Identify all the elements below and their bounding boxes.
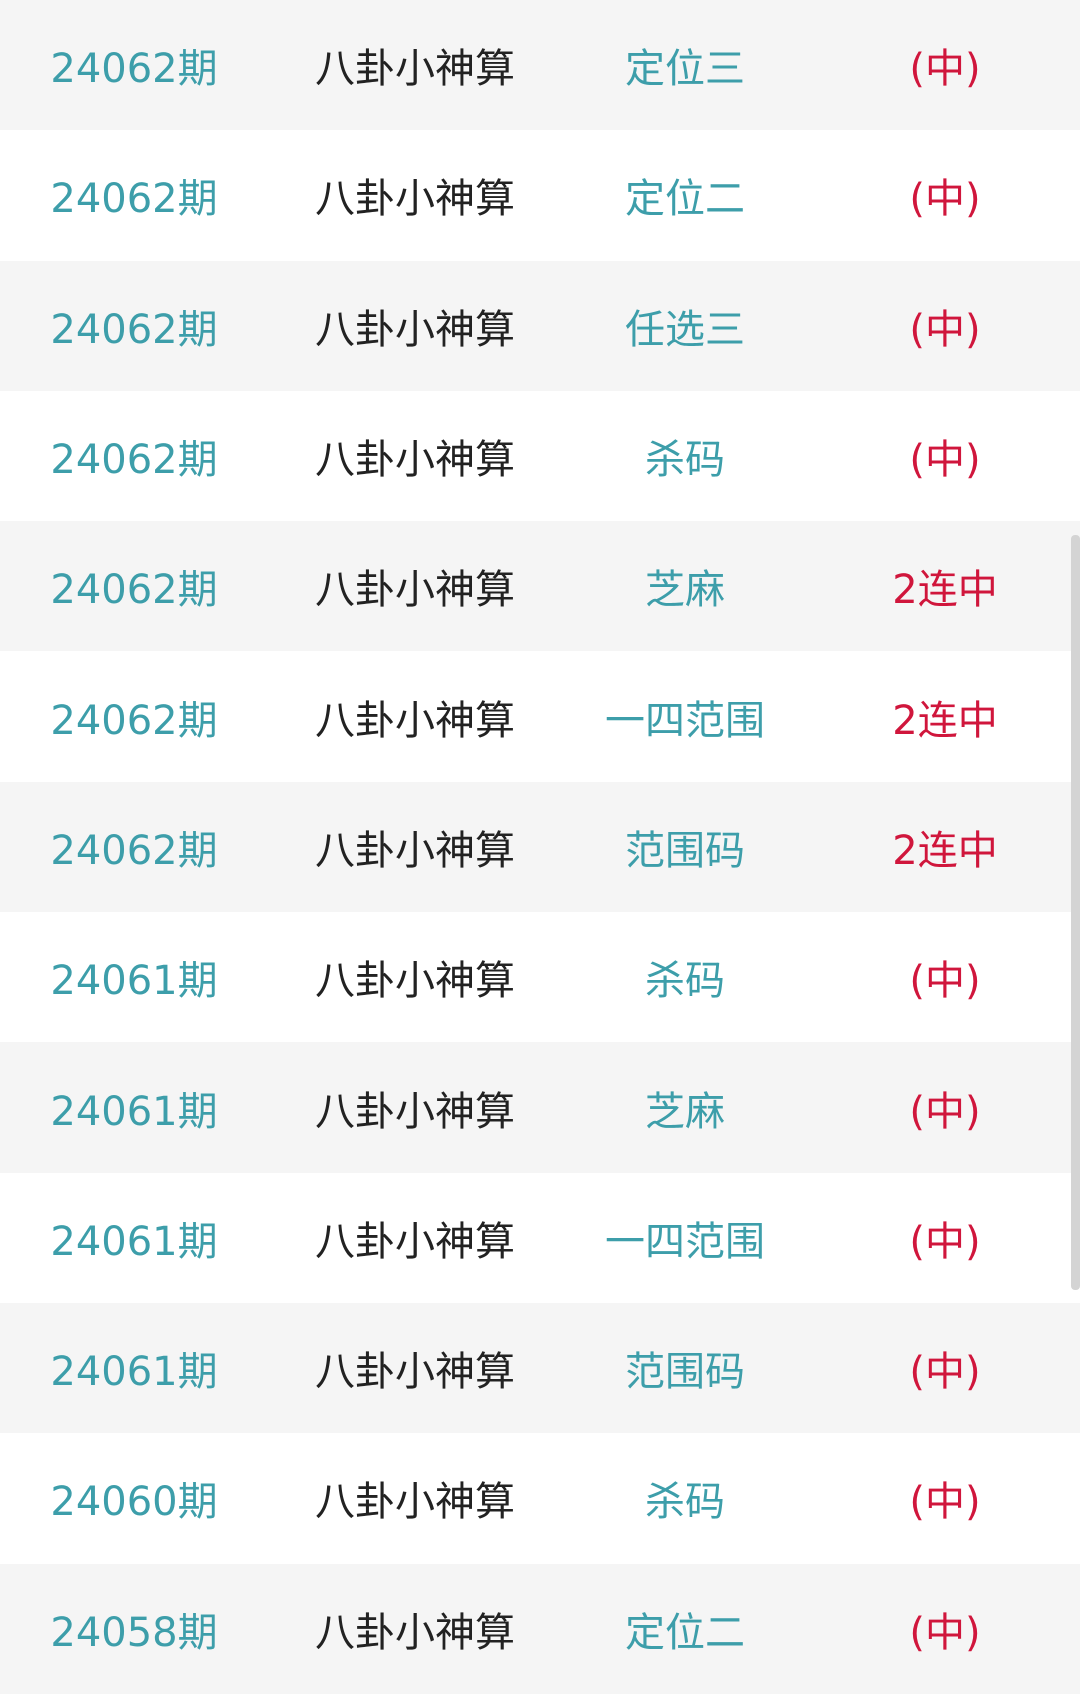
result-badge: (中)	[909, 1349, 981, 1396]
table-row[interactable]: 24058期 八卦小神算 定位二 (中)	[0, 1563, 1080, 1694]
table-row[interactable]: 24062期 八卦小神算 一四范围 2连中	[0, 651, 1080, 782]
issue-number: 24061期	[50, 1088, 218, 1135]
table-row[interactable]: 24061期 八卦小神算 范围码 (中)	[0, 1302, 1080, 1434]
table-row[interactable]: 24062期 八卦小神算 定位二 (中)	[0, 130, 1080, 261]
predictor-name: 八卦小神算	[315, 1218, 515, 1265]
result-badge: (中)	[909, 46, 981, 93]
table-row[interactable]: 24061期 八卦小神算 杀码 (中)	[0, 912, 1080, 1043]
result-badge: 2连中	[892, 567, 998, 614]
prediction-type: 芝麻	[645, 1088, 725, 1135]
prediction-type: 杀码	[645, 1479, 725, 1526]
issue-number: 24061期	[50, 1218, 218, 1265]
issue-number: 24062期	[50, 306, 218, 353]
result-badge: (中)	[909, 437, 981, 484]
table-row[interactable]: 24062期 八卦小神算 范围码 2连中	[0, 781, 1080, 913]
predictor-name: 八卦小神算	[315, 958, 515, 1005]
issue-number: 24061期	[50, 958, 218, 1005]
prediction-type: 一四范围	[605, 697, 765, 744]
prediction-type: 杀码	[645, 958, 725, 1005]
prediction-type: 定位三	[625, 46, 745, 93]
issue-number: 24062期	[50, 46, 218, 93]
predictor-name: 八卦小神算	[315, 176, 515, 223]
issue-number: 24062期	[50, 827, 218, 874]
issue-number: 24062期	[50, 567, 218, 614]
prediction-type: 范围码	[625, 1349, 745, 1396]
prediction-type: 芝麻	[645, 567, 725, 614]
prediction-type: 范围码	[625, 827, 745, 874]
result-badge: 2连中	[892, 697, 998, 744]
prediction-type: 任选三	[625, 306, 745, 353]
predictor-name: 八卦小神算	[315, 1609, 515, 1656]
result-badge: (中)	[909, 1218, 981, 1265]
predictor-name: 八卦小神算	[315, 437, 515, 484]
table-row[interactable]: 24062期 八卦小神算 芝麻 2连中	[0, 521, 1080, 652]
scrollbar[interactable]	[1071, 535, 1080, 1290]
predictor-name: 八卦小神算	[315, 46, 515, 93]
prediction-type: 一四范围	[605, 1218, 765, 1265]
result-badge: (中)	[909, 306, 981, 353]
issue-number: 24062期	[50, 437, 218, 484]
result-badge: 2连中	[892, 827, 998, 874]
result-badge: (中)	[909, 176, 981, 223]
issue-number: 24062期	[50, 697, 218, 744]
prediction-type: 定位二	[625, 176, 745, 223]
predictor-name: 八卦小神算	[315, 697, 515, 744]
predictor-name: 八卦小神算	[315, 827, 515, 874]
table-row[interactable]: 24061期 八卦小神算 一四范围 (中)	[0, 1172, 1080, 1303]
table-row[interactable]: 24062期 八卦小神算 杀码 (中)	[0, 390, 1080, 522]
prediction-type: 定位二	[625, 1609, 745, 1656]
predictor-name: 八卦小神算	[315, 1349, 515, 1396]
issue-number: 24061期	[50, 1349, 218, 1396]
table-row[interactable]: 24060期 八卦小神算 杀码 (中)	[0, 1433, 1080, 1564]
table-row[interactable]: 24061期 八卦小神算 芝麻 (中)	[0, 1042, 1080, 1173]
table-row[interactable]: 24062期 八卦小神算 任选三 (中)	[0, 260, 1080, 391]
prediction-type: 杀码	[645, 437, 725, 484]
table-row[interactable]: 24062期 八卦小神算 定位三 (中)	[0, 0, 1080, 131]
issue-number: 24060期	[50, 1479, 218, 1526]
issue-number: 24058期	[50, 1609, 218, 1656]
result-badge: (中)	[909, 958, 981, 1005]
issue-number: 24062期	[50, 176, 218, 223]
predictor-name: 八卦小神算	[315, 1088, 515, 1135]
result-badge: (中)	[909, 1479, 981, 1526]
predictor-name: 八卦小神算	[315, 306, 515, 353]
predictor-name: 八卦小神算	[315, 1479, 515, 1526]
predictor-name: 八卦小神算	[315, 567, 515, 614]
result-badge: (中)	[909, 1088, 981, 1135]
result-badge: (中)	[909, 1609, 981, 1656]
